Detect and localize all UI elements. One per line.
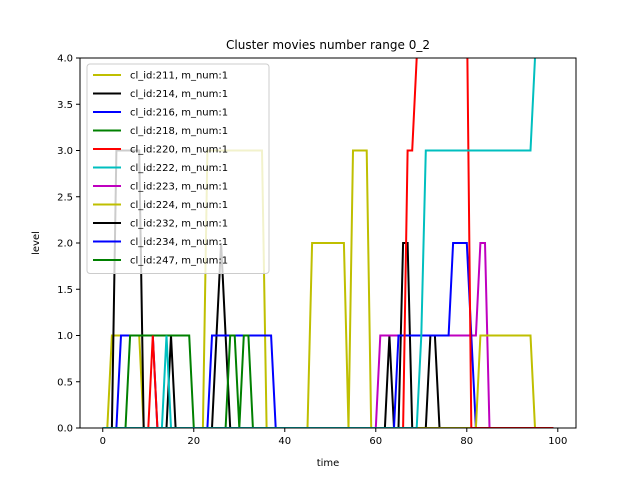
- legend-label: cl_id:247, m_num:1: [130, 256, 228, 267]
- chart-title: Cluster movies number range 0_2: [226, 38, 430, 52]
- y-tick-label: 0.5: [57, 377, 73, 388]
- legend-box: [86, 63, 270, 274]
- x-tick-label: 20: [187, 436, 200, 447]
- x-axis: 0 20 40 60 80 100: [100, 428, 567, 447]
- y-tick-label: 0.0: [57, 424, 73, 435]
- series-line-14: [102, 242, 554, 428]
- legend-label: cl_id:223, m_num:1: [130, 182, 228, 193]
- legend-label: cl_id:218, m_num:1: [130, 126, 228, 137]
- series-line-11: [102, 149, 554, 428]
- series-line-17: [102, 58, 537, 428]
- series-line-10: [102, 334, 554, 428]
- series-line-16: [102, 58, 554, 428]
- x-tick-label: 60: [369, 436, 382, 447]
- y-tick-label: 3.0: [57, 146, 73, 157]
- legend-label: cl_id:222, m_num:1: [130, 163, 228, 174]
- legend-label: cl_id:214, m_num:1: [130, 89, 228, 100]
- x-tick-label: 0: [100, 436, 106, 447]
- legend-label: cl_id:234, m_num:1: [130, 237, 228, 248]
- series-line-1: [102, 149, 554, 428]
- legend-label: cl_id:232, m_num:1: [130, 219, 228, 230]
- y-tick-label: 4.0: [57, 54, 73, 65]
- series-line-2: [102, 334, 554, 428]
- y-axis: 0.0 0.5 1.0 1.5 2.0 2.5 3.0 3.5 4.0: [57, 54, 80, 435]
- x-tick-label: 80: [460, 436, 473, 447]
- y-axis-label: level: [31, 231, 42, 255]
- y-tick-label: 3.5: [57, 100, 73, 111]
- y-tick-label: 1.5: [57, 285, 73, 296]
- series-line-9: [102, 334, 554, 428]
- series-line-15: [102, 334, 554, 428]
- series-line-3: [102, 334, 554, 428]
- series-line-13: [102, 242, 554, 428]
- legend: cl_id:211, m_num:1 cl_id:214, m_num:1 cl_i…: [86, 63, 270, 274]
- x-tick-label: 100: [548, 436, 567, 447]
- x-tick-label: 40: [278, 436, 291, 447]
- y-tick-label: 2.0: [57, 239, 73, 250]
- legend-label: cl_id:211, m_num:1: [130, 71, 228, 82]
- series-line-5: [102, 335, 554, 428]
- series-line-4: [102, 335, 554, 428]
- y-tick-label: 2.5: [57, 192, 73, 203]
- series-line-12: [102, 242, 554, 428]
- y-tick-label: 1.0: [57, 331, 73, 342]
- legend-label: cl_id:224, m_num:1: [130, 200, 228, 211]
- legend-label: cl_id:220, m_num:1: [130, 145, 228, 156]
- legend-label: cl_id:216, m_num:1: [130, 108, 228, 119]
- x-axis-label: time: [317, 458, 340, 469]
